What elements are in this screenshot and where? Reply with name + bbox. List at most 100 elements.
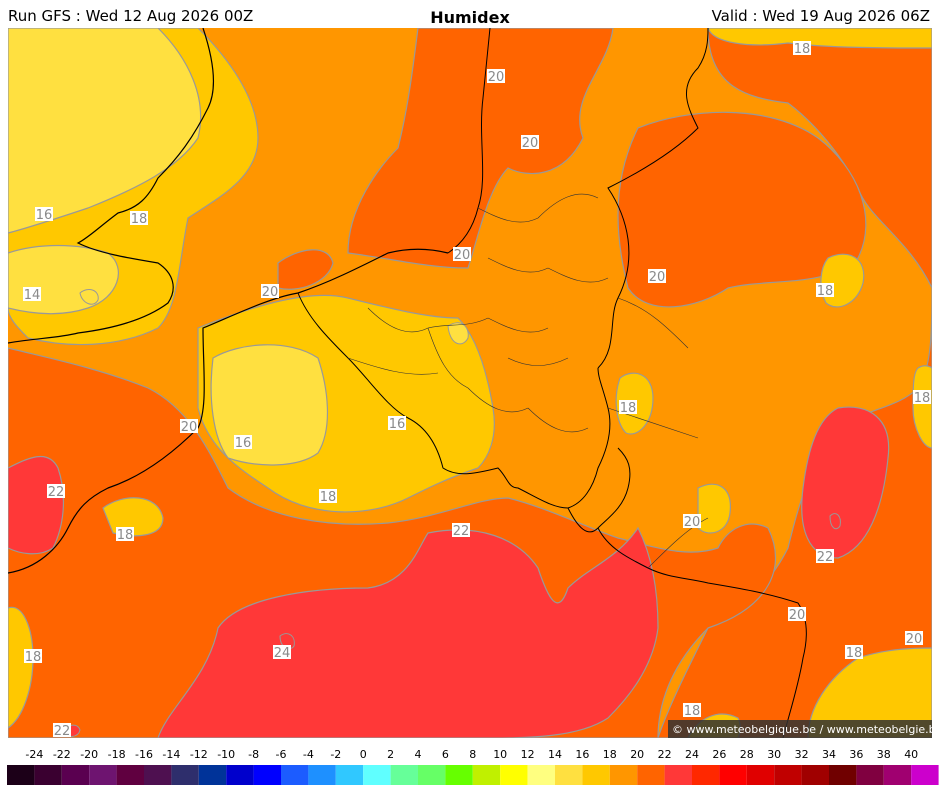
legend-tick-label: 6	[442, 748, 449, 761]
zone-22-24-north	[347, 28, 614, 269]
contour-label: 20	[262, 285, 279, 300]
legend-swatch	[89, 765, 117, 785]
contour-label: 18	[794, 42, 811, 57]
contour-label-bg	[180, 419, 198, 433]
legend-ticks: -24 -22 -20 -18 -16 -14 -12 -10 -8 -6 -4 -2 0 2 4 6 8 10 1…	[25, 748, 918, 761]
legend-tick-label: 34	[822, 748, 836, 761]
zone-24-26-south	[157, 526, 659, 738]
legend-swatch	[774, 765, 802, 785]
contour-label: 22	[54, 724, 71, 738]
contour-label-bg	[319, 489, 337, 503]
contour-label-bg	[845, 645, 863, 659]
border-belgium	[297, 292, 611, 509]
provinces-germany	[607, 297, 709, 569]
legend-swatch	[281, 765, 309, 785]
legend-swatch	[116, 765, 144, 785]
valid-label: Valid : Wed 19 Aug 2026 06Z	[711, 7, 930, 25]
legend-tick-label: 18	[603, 748, 617, 761]
border-france-germany	[597, 527, 807, 738]
legend-swatch	[609, 765, 638, 785]
provinces-netherlands	[477, 193, 609, 283]
legend-tick-label: 24	[685, 748, 699, 761]
zone-22-24-channel	[277, 249, 334, 290]
legend-swatch	[34, 765, 62, 785]
contour-label: 16	[36, 208, 53, 223]
coastline-england	[8, 28, 215, 344]
contour-label-bg	[261, 284, 279, 298]
legend-tick-label: 38	[877, 748, 891, 761]
contour-label: 20	[906, 632, 923, 647]
contour-label: 20	[684, 515, 701, 530]
contour-label-bg	[816, 549, 834, 563]
contour-label: 22	[48, 485, 65, 500]
legend-tick-label: 30	[767, 748, 781, 761]
border-netherlands	[447, 28, 491, 254]
legend-tick-label: 20	[630, 748, 644, 761]
legend-swatch	[637, 765, 665, 785]
legend-swatch	[911, 765, 939, 785]
contour-label-bg	[816, 283, 834, 297]
contour-label: 16	[389, 417, 406, 432]
legend-tick-label: -2	[330, 748, 341, 761]
contour-label-bg	[130, 211, 148, 225]
legend-tick-label: 22	[658, 748, 672, 761]
contour-label-bg	[913, 390, 931, 404]
legend-tick-label: 2	[387, 748, 394, 761]
legend-tick-label: -18	[108, 748, 126, 761]
contour-label: 18	[131, 212, 148, 227]
color-legend: -24 -22 -20 -18 -16 -14 -12 -10 -8 -6 -4 -2 0 2 4 6 8 10 1…	[7, 748, 939, 785]
contour-label: 20	[488, 70, 505, 85]
contour-label-bg	[234, 435, 252, 449]
legend-swatch	[253, 765, 281, 785]
contour-label: 24	[274, 646, 291, 661]
legend-swatch	[527, 765, 555, 785]
legend-swatch	[7, 765, 35, 785]
contour-label: 16	[235, 436, 252, 451]
contour-label-bg	[273, 645, 291, 659]
contour-label: 14	[24, 288, 41, 303]
legend-tick-label: 0	[360, 748, 367, 761]
contour-label: 18	[817, 284, 834, 299]
zone-18-20-rhine	[697, 483, 731, 534]
contour-label: 18	[25, 650, 42, 665]
contour-label-bg	[53, 723, 71, 737]
legend-tick-label: 8	[469, 748, 476, 761]
contour-label-bg	[793, 41, 811, 55]
contour-label-bg	[487, 69, 505, 83]
legend-swatch	[472, 765, 501, 785]
legend-tick-label: 14	[548, 748, 562, 761]
contour-label: 20	[649, 270, 666, 285]
contour-label: 18	[684, 704, 701, 719]
legend-tick-label: 28	[740, 748, 754, 761]
legend-tick-label: -6	[276, 748, 287, 761]
legend-tick-label: 4	[415, 748, 422, 761]
contour-label-bg	[648, 269, 666, 283]
legend-swatch	[500, 765, 528, 785]
legend-swatch	[198, 765, 227, 785]
legend-swatch	[418, 765, 446, 785]
legend-tick-label: 10	[493, 748, 507, 761]
legend-tick-label: -4	[303, 748, 314, 761]
run-label: Run GFS : Wed 12 Aug 2026 00Z	[8, 7, 254, 25]
legend-swatch	[308, 765, 336, 785]
zone-18-20-farright	[912, 365, 932, 449]
contour-label-bg	[619, 400, 637, 414]
legend-swatch	[335, 765, 364, 785]
contour-label-bg	[905, 631, 923, 645]
border-luxembourg	[567, 447, 631, 533]
contour-label: 18	[846, 646, 863, 661]
legend-tick-label: 26	[712, 748, 726, 761]
zone-16-18-isle	[79, 289, 99, 305]
contour-label-bg	[47, 484, 65, 498]
contour-label-bg	[521, 135, 539, 149]
legend-swatch	[226, 765, 254, 785]
legend-swatch	[582, 765, 610, 785]
legend-swatch	[856, 765, 884, 785]
contour-label-bg	[35, 207, 53, 221]
legend-tick-label: -16	[135, 748, 153, 761]
contour-label: 18	[620, 401, 637, 416]
contour-label: 18	[117, 528, 134, 543]
legend-swatch	[829, 765, 857, 785]
legend-tick-label: 16	[575, 748, 589, 761]
zone-16-18-england	[8, 28, 202, 234]
